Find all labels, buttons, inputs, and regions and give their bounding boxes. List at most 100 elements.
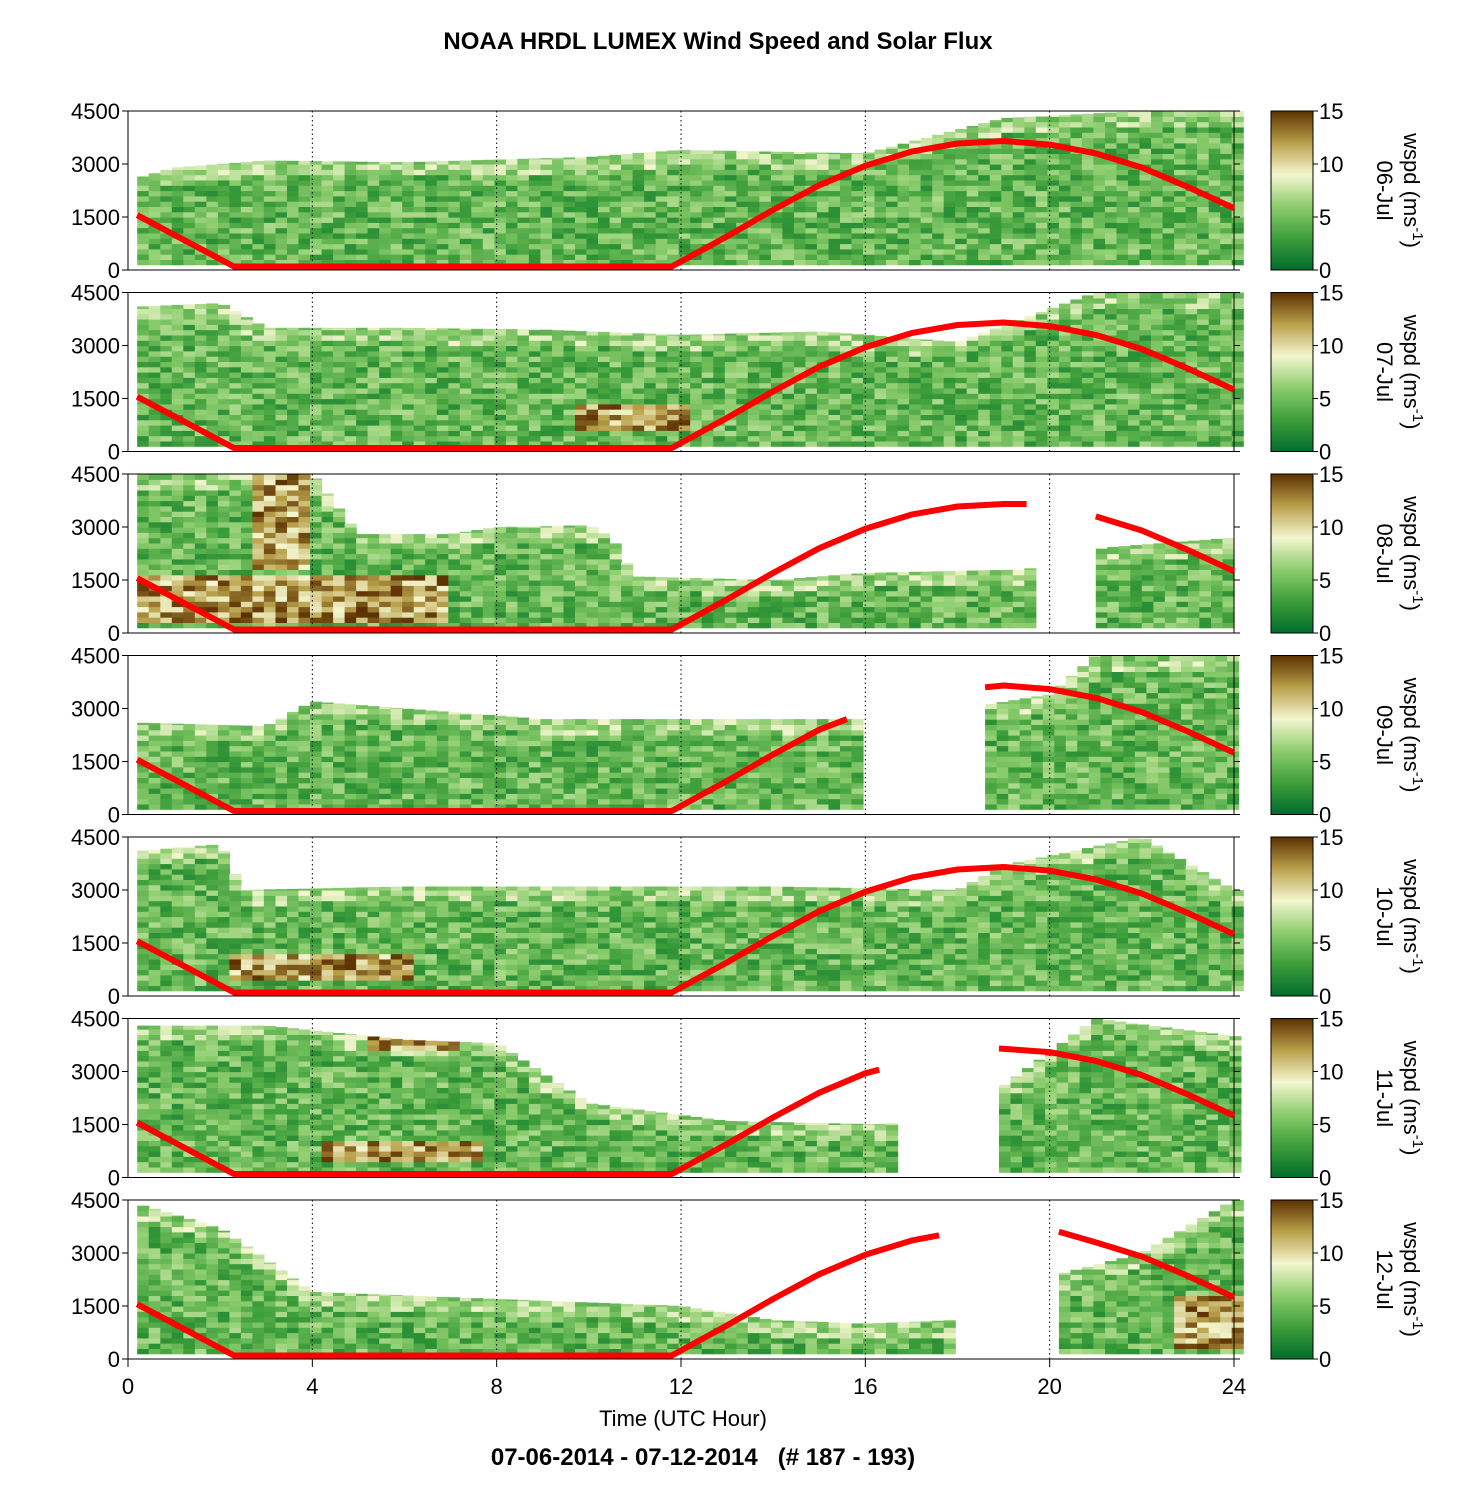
heat-cell xyxy=(932,201,945,207)
heat-cell xyxy=(713,179,726,186)
heat-cell xyxy=(517,232,530,239)
heat-cell xyxy=(1139,195,1152,202)
heat-cell xyxy=(183,425,196,431)
heat-cell xyxy=(494,414,507,421)
heat-cell xyxy=(194,500,207,507)
heat-cell xyxy=(552,340,565,347)
heat-cell xyxy=(252,484,265,491)
heat-cell xyxy=(217,329,230,336)
heat-cell xyxy=(137,195,150,202)
heat-cell xyxy=(148,190,161,197)
heat-cell xyxy=(160,345,173,352)
heat-cell xyxy=(575,425,588,431)
heat-cell xyxy=(505,350,518,357)
heat-cell xyxy=(240,537,253,544)
heat-cell xyxy=(344,350,357,357)
heat-cell xyxy=(1185,132,1198,139)
heat-cell xyxy=(632,366,645,373)
heat-cell xyxy=(1185,308,1198,315)
heat-cell xyxy=(1047,377,1060,384)
heat-cell xyxy=(344,161,357,165)
heat-cell xyxy=(275,160,288,165)
heat-cell xyxy=(644,356,657,362)
heat-cell xyxy=(1001,361,1014,368)
heat-cell xyxy=(448,222,461,229)
heat-cell xyxy=(955,190,968,197)
heat-cell xyxy=(459,414,472,421)
heat-cell xyxy=(1162,430,1175,437)
heat-cell xyxy=(1231,297,1244,304)
heat-cell xyxy=(505,159,518,165)
heat-cell xyxy=(1185,243,1198,250)
heat-cell xyxy=(978,142,991,149)
heat-cell xyxy=(1070,313,1083,320)
heat-cell xyxy=(816,232,829,239)
heat-cell xyxy=(194,414,207,421)
heat-cell xyxy=(160,564,173,570)
heat-cell xyxy=(425,248,438,255)
heat-cell xyxy=(459,425,472,431)
heat-cell xyxy=(920,254,933,260)
heat-cell xyxy=(828,190,841,197)
heat-cell xyxy=(805,190,818,197)
heat-cell xyxy=(1070,227,1083,234)
heat-cell xyxy=(586,403,599,410)
heat-cell xyxy=(517,254,530,260)
heat-cell xyxy=(344,409,357,415)
heat-cell xyxy=(690,179,703,186)
heat-cell xyxy=(621,393,634,400)
heat-cell xyxy=(217,206,230,213)
heat-cell xyxy=(563,232,576,239)
heat-cell xyxy=(1128,419,1141,426)
heat-cell xyxy=(575,157,588,160)
heat-cell xyxy=(920,164,933,170)
heat-cell xyxy=(275,590,288,597)
heat-cell xyxy=(1058,319,1071,325)
heat-cell xyxy=(240,601,253,608)
heat-cell xyxy=(874,403,887,410)
heat-cell xyxy=(240,217,253,223)
heat-cell xyxy=(1139,419,1152,426)
heat-cell xyxy=(816,254,829,260)
heat-cell xyxy=(505,435,518,442)
heat-cell xyxy=(425,382,438,389)
heat-cell xyxy=(874,179,887,186)
heat-cell xyxy=(275,327,288,331)
heat-cell xyxy=(471,201,484,207)
heat-cell xyxy=(793,419,806,426)
heat-cell xyxy=(494,387,507,394)
heat-cell xyxy=(966,142,979,149)
heat-cell xyxy=(206,243,219,250)
heat-cell xyxy=(540,340,553,347)
heat-cell xyxy=(678,334,691,341)
heat-cell xyxy=(217,595,230,602)
heat-cell xyxy=(678,340,691,347)
heat-cell xyxy=(275,548,288,555)
heat-cell xyxy=(183,259,196,266)
heat-cell xyxy=(252,161,265,165)
heat-cell xyxy=(932,419,945,426)
heat-cell xyxy=(217,430,230,437)
heat-cell xyxy=(874,174,887,181)
heat-cell xyxy=(1162,153,1175,160)
heat-cell xyxy=(1035,195,1048,202)
heat-cell xyxy=(644,382,657,389)
heat-cell xyxy=(252,495,265,502)
heat-cell xyxy=(240,414,253,421)
heat-cell xyxy=(655,254,668,260)
heat-cell xyxy=(171,217,184,223)
heat-cell xyxy=(148,569,161,576)
heat-cell xyxy=(206,206,219,213)
heat-cell xyxy=(171,329,184,336)
heat-cell xyxy=(1047,387,1060,394)
heat-cell xyxy=(206,505,219,512)
heat-cell xyxy=(1035,393,1048,400)
heat-cell xyxy=(1208,174,1221,181)
heat-cell xyxy=(1093,366,1106,373)
heat-cell xyxy=(217,174,230,181)
heat-cell xyxy=(1058,387,1071,394)
heat-cell xyxy=(874,414,887,421)
heat-cell xyxy=(240,185,253,192)
heat-cell xyxy=(206,169,219,176)
heat-cell xyxy=(1001,366,1014,373)
